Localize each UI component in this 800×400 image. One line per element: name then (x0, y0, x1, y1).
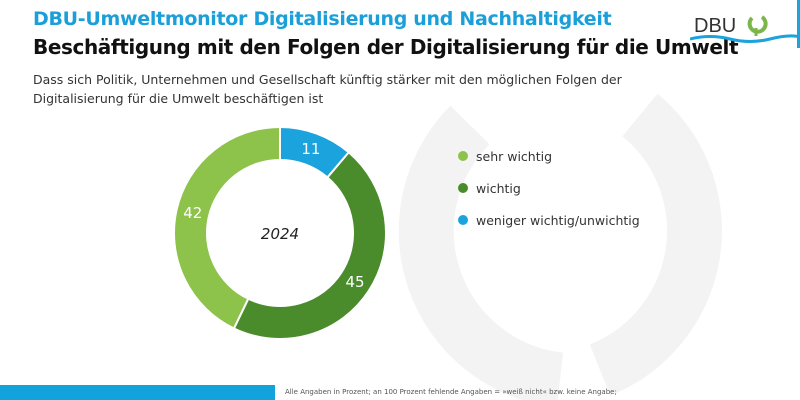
center-label: 2024 (261, 225, 299, 243)
accent-line (797, 0, 800, 48)
donut-slice (173, 125, 281, 330)
footer-note: Alle Angaben in Prozent; an 100 Prozent … (285, 388, 617, 396)
data-label: 45 (345, 273, 364, 291)
legend-label: weniger wichtig/unwichtig (476, 212, 640, 228)
legend-label: sehr wichtig (476, 148, 553, 164)
legend-item: wichtig (458, 172, 640, 204)
legend-dot (458, 183, 468, 193)
chart-title: Beschäftigung mit den Folgen der Digital… (33, 35, 739, 59)
legend-item: weniger wichtig/unwichtig (458, 204, 640, 236)
data-label: 42 (183, 204, 202, 222)
data-label: 11 (301, 140, 320, 158)
main-title: DBU-Umweltmonitor Digitalisierung und Na… (33, 8, 612, 30)
legend-label: wichtig (476, 180, 521, 196)
legend-dot (458, 215, 468, 225)
donut-slice (279, 125, 351, 179)
legend: sehr wichtig wichtig weniger wichtig/unw… (458, 140, 640, 236)
footer-bar (0, 385, 275, 400)
dbu-logo: DBU (690, 15, 800, 43)
question-text: Dass sich Politik, Unternehmen und Gesel… (33, 72, 622, 106)
legend-item: sehr wichtig (458, 140, 640, 172)
legend-dot (458, 151, 468, 161)
svg-text:DBU: DBU (694, 15, 736, 37)
donut-slice (232, 150, 387, 340)
